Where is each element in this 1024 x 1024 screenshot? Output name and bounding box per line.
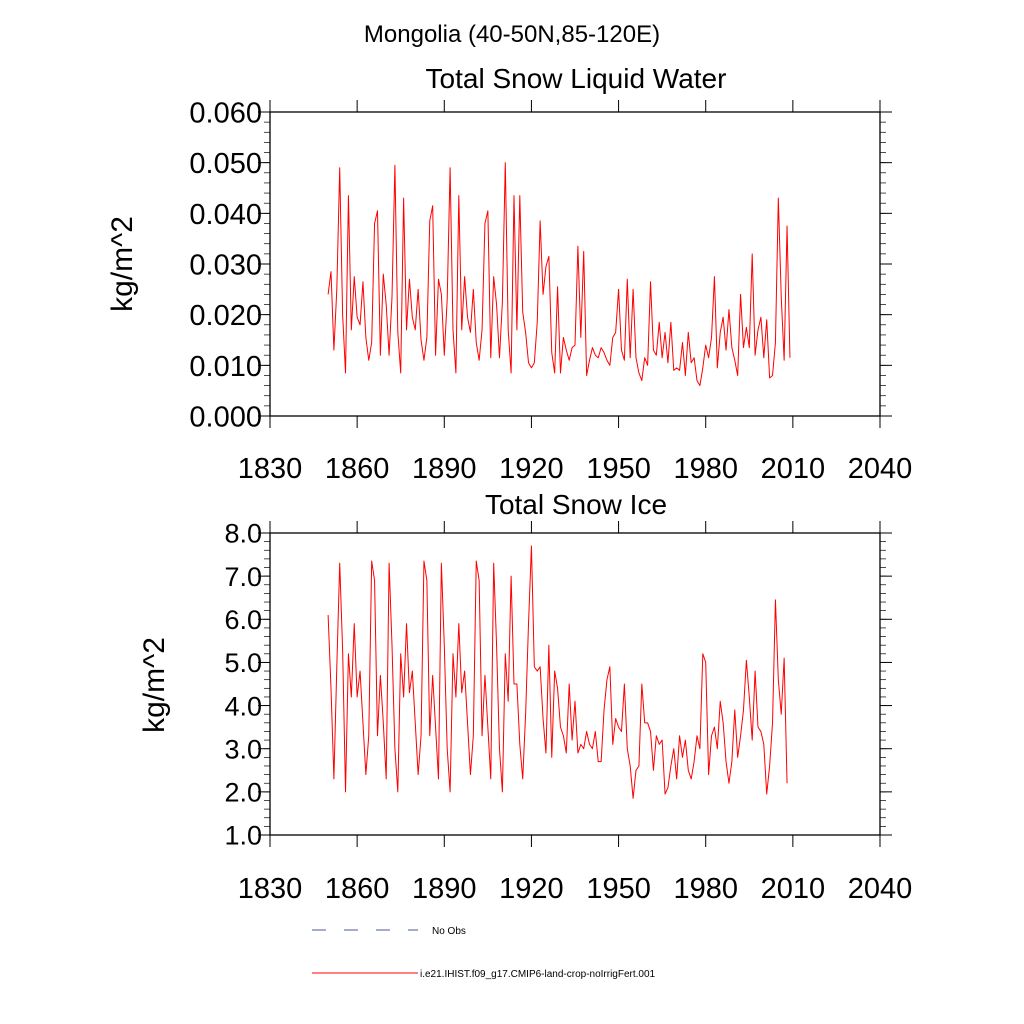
y-tick-label: 7.0 [224, 562, 262, 592]
y-tick-label: 0.010 [189, 351, 262, 383]
panel-title: Total Snow Liquid Water [426, 63, 727, 94]
y-tick-label: 0.030 [189, 249, 262, 281]
panel-total-snow-liquid-water: Total Snow Liquid Water kg/m^2 0.000 0.01… [106, 63, 912, 485]
y-tick-label: 0.050 [189, 148, 262, 180]
x-tick-label: 2040 [848, 453, 913, 485]
y-tick-label: 4.0 [224, 691, 262, 721]
y-axis-label: kg/m^2 [106, 216, 139, 312]
x-tick-label: 1830 [238, 453, 303, 485]
x-tick-label: 1830 [238, 873, 303, 905]
y-axis-label: kg/m^2 [138, 637, 171, 733]
y-tick-label: 0.020 [189, 300, 262, 332]
plot-frame [269, 532, 881, 836]
x-tick-label: 1950 [586, 873, 651, 905]
x-tick-label: 1980 [673, 453, 738, 485]
legend-label-model: i.e21.IHIST.f09_g17.CMIP6-land-crop-noIr… [420, 969, 656, 980]
y-tick-label: 2.0 [224, 778, 262, 808]
x-tick-label: 1890 [412, 453, 477, 485]
x-tick-label: 1920 [499, 453, 564, 485]
panel-total-snow-ice: Total Snow Ice kg/m^2 1.0 2.0 3.0 4.0 5.0 6.0… [138, 489, 912, 905]
y-tick-label: 3.0 [224, 734, 262, 764]
y-tick-label: 1.0 [224, 821, 262, 851]
x-tick-label: 1920 [499, 873, 564, 905]
y-tick-label: 0.060 [189, 97, 262, 129]
x-tick-label: 1980 [673, 873, 738, 905]
x-tick-label: 2010 [761, 873, 826, 905]
y-tick-label: 0.040 [189, 199, 262, 231]
x-tick-label: 1950 [586, 453, 651, 485]
x-tick-label: 2040 [848, 873, 913, 905]
x-tick-label: 1860 [325, 873, 390, 905]
y-tick-label: 6.0 [224, 605, 262, 635]
y-tick-label: 5.0 [224, 648, 262, 678]
x-tick-label: 2010 [761, 453, 826, 485]
x-tick-label: 1860 [325, 453, 390, 485]
plot-frame [269, 111, 881, 417]
series-line [327, 162, 791, 387]
suptitle: Mongolia (40-50N,85-120E) [364, 21, 660, 48]
legend-label-no-obs: No Obs [432, 926, 466, 937]
y-tick-label: 8.0 [224, 519, 262, 549]
panel-title: Total Snow Ice [485, 489, 667, 520]
series-line [327, 545, 788, 799]
y-tick-label: 0.000 [189, 401, 262, 433]
legend: No Obs i.e21.IHIST.f09_g17.CMIP6-land-cr… [312, 926, 656, 980]
x-tick-label: 1890 [412, 873, 477, 905]
